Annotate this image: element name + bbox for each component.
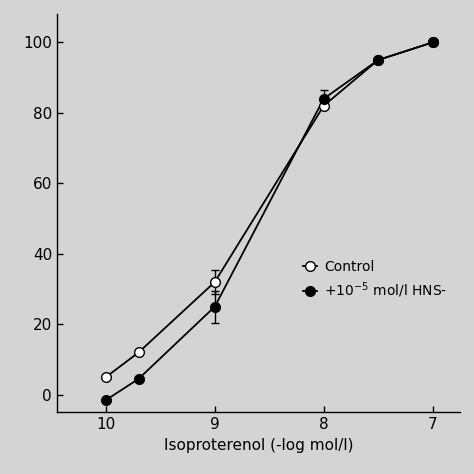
X-axis label: Isoproterenol (-log mol/l): Isoproterenol (-log mol/l): [164, 438, 353, 453]
Legend: Control, +10$^{-5}$ mol/l HNS-: Control, +10$^{-5}$ mol/l HNS-: [298, 254, 453, 306]
